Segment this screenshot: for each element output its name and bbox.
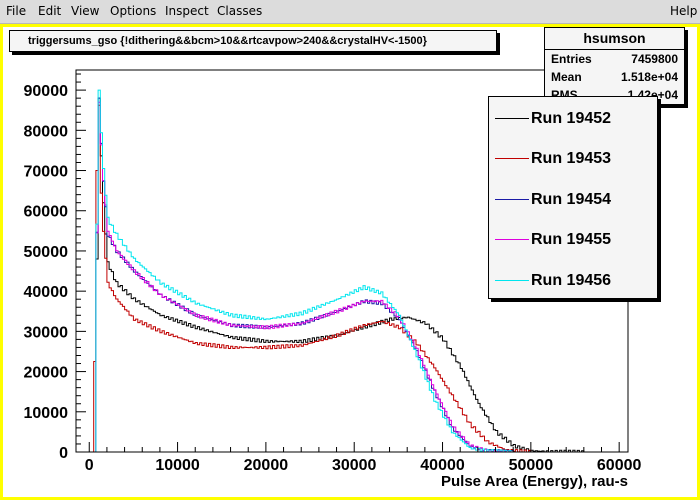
y-tick-label: 80000 — [24, 123, 69, 140]
stats-value: 7459800 — [631, 52, 678, 66]
x-tick-label: 10000 — [155, 457, 200, 474]
legend-label: Run 19452 — [531, 110, 612, 127]
x-tick-label: 0 — [85, 457, 94, 474]
y-tick-label: 30000 — [24, 324, 69, 341]
y-tick-label: 0 — [59, 445, 68, 462]
legend-label: Run 19455 — [531, 231, 612, 248]
series-line-2 — [89, 104, 622, 453]
y-tick-label: 70000 — [24, 164, 69, 181]
stats-box[interactable]: hsumson Entries 7459800 Mean 1.518e+04 R… — [544, 27, 685, 105]
x-axis-label: Pulse Area (Energy), rau-s — [441, 473, 628, 490]
legend-label: Run 19456 — [531, 272, 612, 289]
legend-entry: Run 19456 — [489, 271, 657, 291]
x-tick-label: 20000 — [244, 457, 289, 474]
legend-entry: Run 19455 — [489, 230, 657, 250]
legend-line-swatch — [495, 118, 529, 119]
legend-line-swatch — [495, 199, 529, 200]
y-tick-label: 40000 — [24, 284, 69, 301]
series-line-5 — [89, 89, 622, 453]
stats-name: hsumson — [545, 28, 684, 50]
menu-edit[interactable]: Edit — [38, 4, 62, 18]
x-tick-label: 30000 — [332, 457, 377, 474]
legend-label: Run 19454 — [531, 191, 612, 208]
y-tick-label: 20000 — [24, 365, 69, 382]
stats-value: 1.518e+04 — [620, 70, 678, 84]
y-tick-label: 10000 — [24, 405, 69, 422]
y-tick-label: 60000 — [24, 204, 69, 221]
menu-bar: File Edit View Options Inspect Classes H… — [0, 0, 700, 24]
x-tick-label: 60000 — [597, 457, 642, 474]
legend-entry: Run 19454 — [489, 190, 657, 210]
stats-key: Mean — [551, 70, 582, 84]
x-tick-label: 50000 — [509, 457, 554, 474]
histogram-title: triggersums_gso {!dithering&&bcm>10&&rtc… — [28, 35, 427, 47]
legend-line-swatch — [495, 239, 529, 240]
stats-row-mean: Mean 1.518e+04 — [545, 68, 684, 86]
y-tick-label: 90000 — [24, 83, 69, 100]
legend-entry: Run 19452 — [489, 109, 657, 129]
y-tick-label: 50000 — [24, 244, 69, 261]
legend[interactable]: Run 19452 Run 19453 Run 19454 Run 19455 … — [488, 96, 658, 299]
menu-classes[interactable]: Classes — [217, 4, 263, 18]
legend-line-swatch — [495, 158, 529, 159]
stats-key: Entries — [551, 52, 592, 66]
stats-row-entries: Entries 7459800 — [545, 50, 684, 68]
x-tick-label: 40000 — [420, 457, 465, 474]
menu-options[interactable]: Options — [110, 4, 157, 18]
legend-label: Run 19453 — [531, 150, 612, 167]
menu-inspect[interactable]: Inspect — [165, 4, 209, 18]
legend-line-swatch — [495, 280, 529, 281]
menu-file[interactable]: File — [6, 4, 27, 18]
menu-view[interactable]: View — [71, 4, 100, 18]
histogram-title-box[interactable]: triggersums_gso {!dithering&&bcm>10&&rtc… — [9, 30, 497, 52]
legend-entry: Run 19453 — [489, 149, 657, 169]
menu-help[interactable]: Help — [670, 4, 698, 18]
